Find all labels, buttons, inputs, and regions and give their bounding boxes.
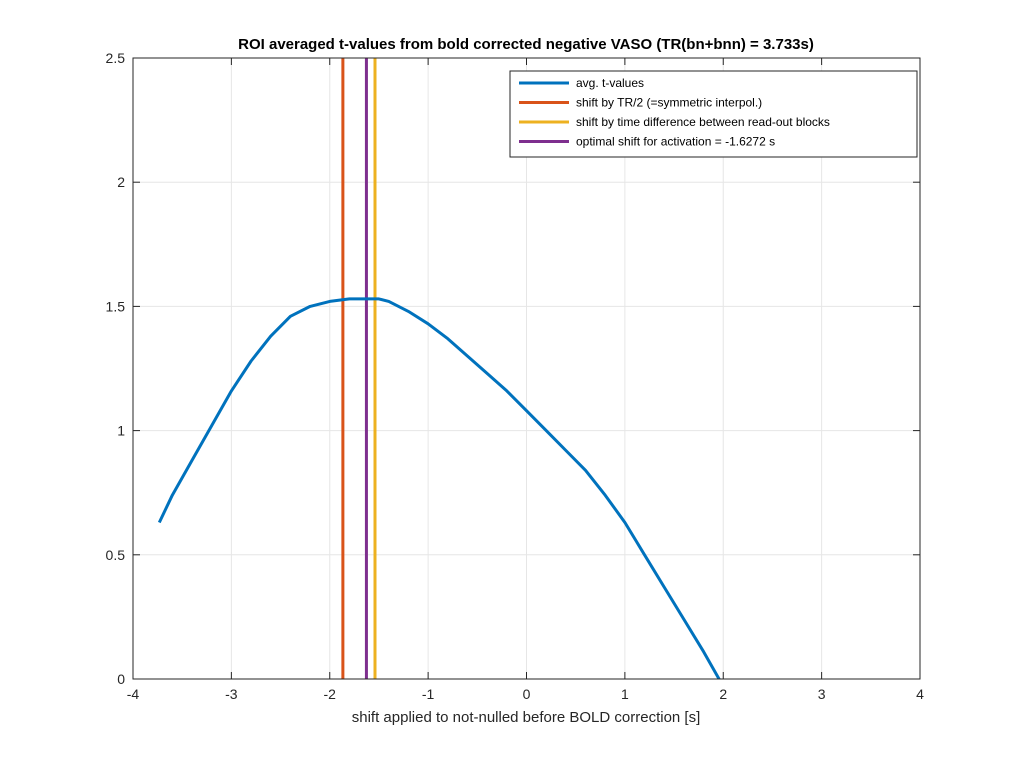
legend: avg. t-values shift by TR/2 (=symmetric i… xyxy=(509,70,918,158)
y-tick-label: 0.5 xyxy=(106,547,126,563)
x-tick-labels: -4 -3 -2 -1 0 1 2 3 4 xyxy=(127,686,924,702)
x-tick-label: 2 xyxy=(719,686,727,702)
x-tick-label: 4 xyxy=(916,686,924,702)
x-tick-label: 0 xyxy=(523,686,531,702)
chart-title: ROI averaged t-values from bold correcte… xyxy=(238,36,814,53)
x-tick-label: -2 xyxy=(324,686,337,702)
y-tick-labels: 0 0.5 1 1.5 2 2.5 xyxy=(106,50,126,687)
y-tick-label: 2 xyxy=(117,174,125,190)
grid xyxy=(133,58,920,679)
x-tick-label: -1 xyxy=(422,686,435,702)
y-tick-label: 0 xyxy=(117,671,125,687)
x-tick-label: 1 xyxy=(621,686,629,702)
series-layer xyxy=(157,58,721,679)
legend-box xyxy=(509,70,918,158)
x-tick-label: 3 xyxy=(818,686,826,702)
line-series xyxy=(157,297,721,679)
ticks xyxy=(132,57,921,680)
legend-label: shift by time difference between read-ou… xyxy=(576,115,830,129)
y-tick-label: 1.5 xyxy=(106,298,126,314)
y-tick-label: 1 xyxy=(117,423,125,439)
legend-label: shift by TR/2 (=symmetric interpol.) xyxy=(576,96,762,110)
legend-label: avg. t-values xyxy=(576,76,644,90)
y-tick-label: 2.5 xyxy=(106,50,126,66)
legend-label: optimal shift for activation = -1.6272 s xyxy=(576,135,775,149)
x-axis-label: shift applied to not-nulled before BOLD … xyxy=(352,709,701,726)
x-tick-label: -3 xyxy=(225,686,238,702)
x-tick-label: -4 xyxy=(127,686,140,702)
